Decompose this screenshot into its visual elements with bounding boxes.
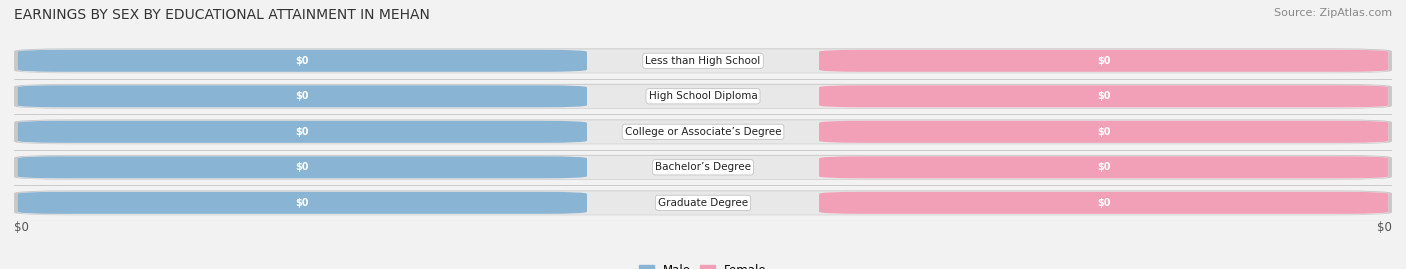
FancyBboxPatch shape	[18, 191, 1388, 215]
FancyBboxPatch shape	[820, 192, 1388, 214]
FancyBboxPatch shape	[18, 121, 586, 143]
FancyBboxPatch shape	[18, 50, 586, 72]
FancyBboxPatch shape	[18, 120, 1388, 144]
FancyBboxPatch shape	[14, 190, 1392, 215]
Text: Graduate Degree: Graduate Degree	[658, 198, 748, 208]
Text: $0: $0	[295, 127, 309, 137]
FancyBboxPatch shape	[18, 49, 1388, 73]
FancyBboxPatch shape	[14, 155, 1392, 180]
FancyBboxPatch shape	[820, 85, 1388, 107]
Text: $0: $0	[1376, 221, 1392, 233]
Text: $0: $0	[1097, 91, 1111, 101]
Text: $0: $0	[295, 56, 309, 66]
Text: Bachelor’s Degree: Bachelor’s Degree	[655, 162, 751, 172]
FancyBboxPatch shape	[820, 50, 1388, 72]
Text: $0: $0	[295, 91, 309, 101]
FancyBboxPatch shape	[14, 84, 1392, 109]
FancyBboxPatch shape	[18, 85, 586, 107]
Text: Source: ZipAtlas.com: Source: ZipAtlas.com	[1274, 8, 1392, 18]
Text: $0: $0	[14, 221, 30, 233]
FancyBboxPatch shape	[14, 48, 1392, 73]
Text: College or Associate’s Degree: College or Associate’s Degree	[624, 127, 782, 137]
Text: $0: $0	[1097, 162, 1111, 172]
FancyBboxPatch shape	[18, 156, 586, 178]
FancyBboxPatch shape	[18, 192, 586, 214]
Text: Less than High School: Less than High School	[645, 56, 761, 66]
Text: $0: $0	[295, 198, 309, 208]
FancyBboxPatch shape	[18, 85, 1388, 108]
Text: $0: $0	[295, 162, 309, 172]
Legend: Male, Female: Male, Female	[634, 260, 772, 269]
FancyBboxPatch shape	[820, 156, 1388, 178]
Text: $0: $0	[1097, 198, 1111, 208]
Text: EARNINGS BY SEX BY EDUCATIONAL ATTAINMENT IN MEHAN: EARNINGS BY SEX BY EDUCATIONAL ATTAINMEN…	[14, 8, 430, 22]
Text: $0: $0	[1097, 56, 1111, 66]
FancyBboxPatch shape	[14, 119, 1392, 144]
FancyBboxPatch shape	[820, 121, 1388, 143]
Text: $0: $0	[1097, 127, 1111, 137]
Text: High School Diploma: High School Diploma	[648, 91, 758, 101]
FancyBboxPatch shape	[18, 156, 1388, 179]
